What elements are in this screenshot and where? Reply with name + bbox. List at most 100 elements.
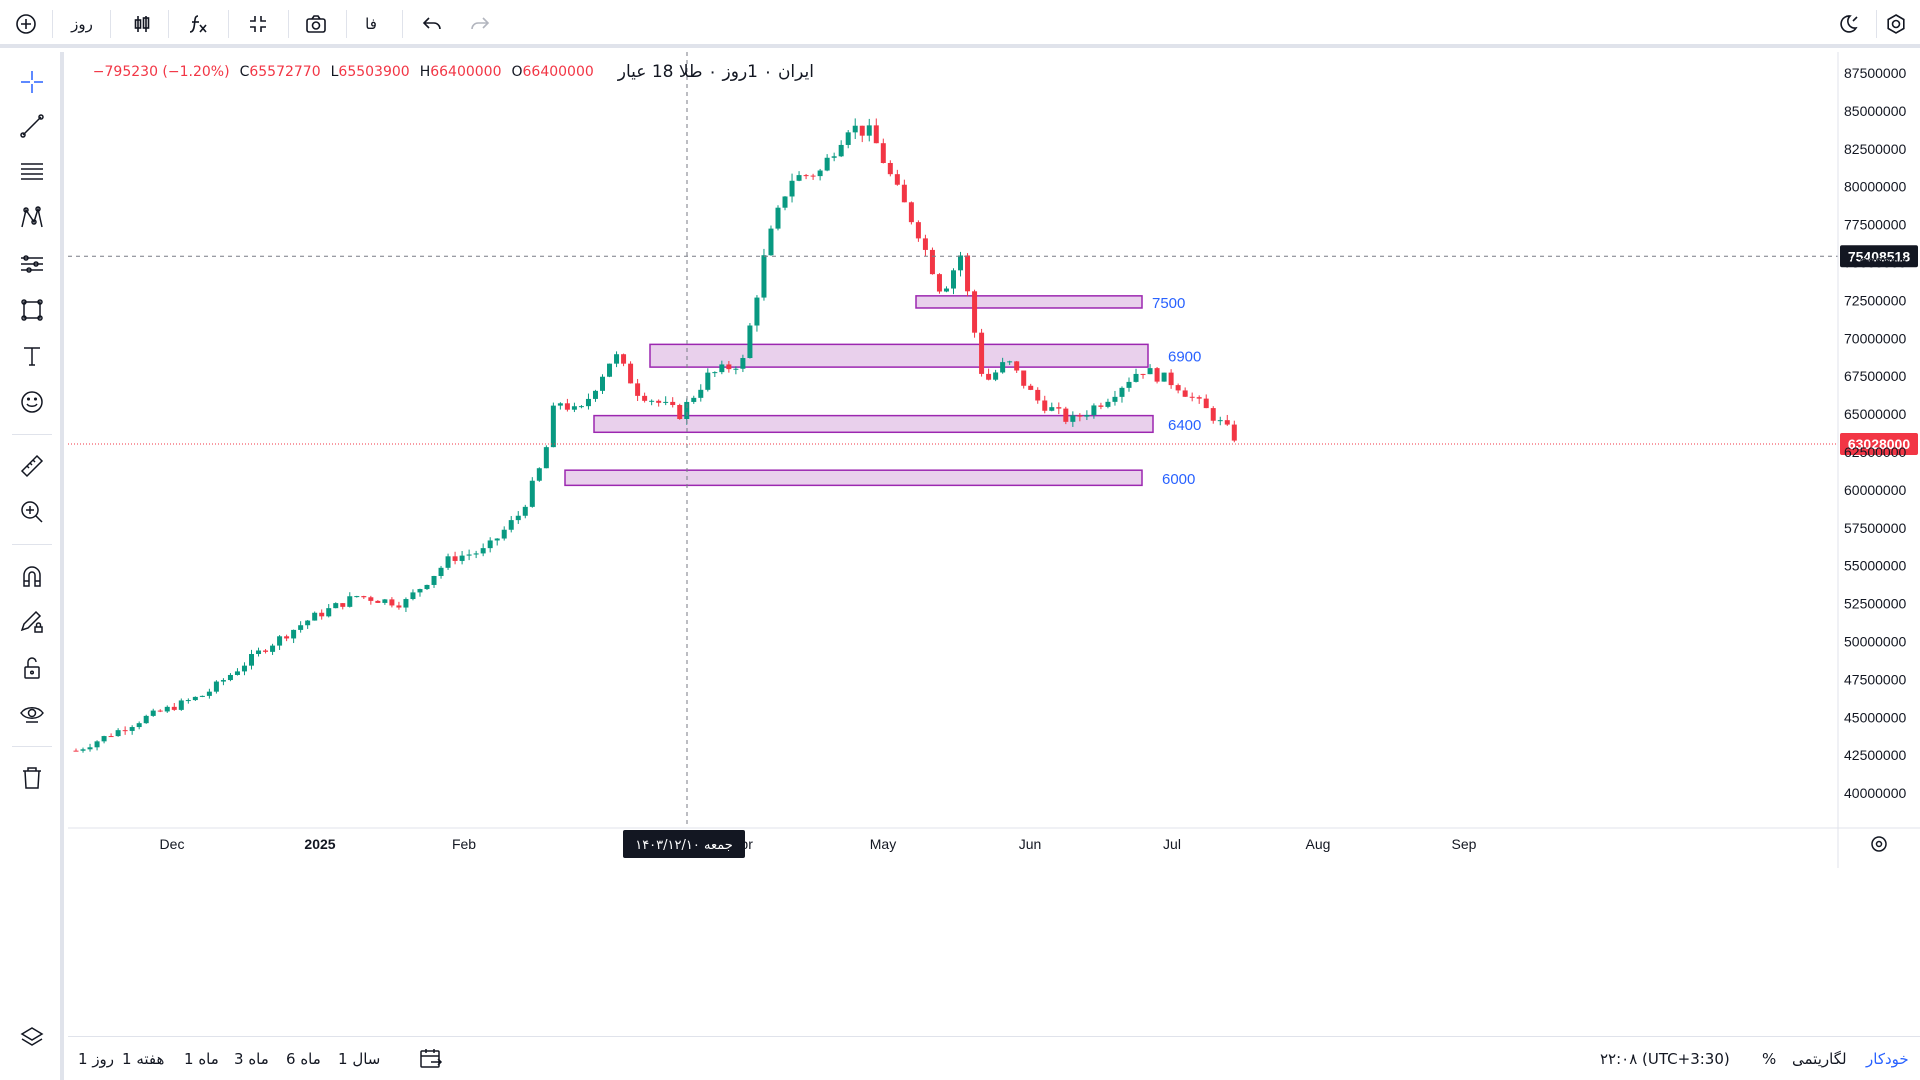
- legend-symbol[interactable]: ایران ۰ 1روز ۰ طلا 18 عیار: [617, 62, 814, 82]
- crosshair-tool[interactable]: [14, 64, 50, 100]
- range-3m[interactable]: 3 ماه: [234, 1050, 269, 1068]
- last-price-bg: [1840, 432, 1918, 455]
- trend-line-tool[interactable]: [14, 108, 50, 144]
- candle-body: [951, 270, 956, 289]
- timezone-label[interactable]: ۲۲:۰۸ (UTC+3:30): [1600, 1050, 1730, 1068]
- camera-icon: [306, 15, 326, 33]
- interval-button[interactable]: روز: [71, 15, 93, 33]
- auto-scale-toggle[interactable]: خودکار: [1866, 1050, 1909, 1068]
- candle-body: [459, 555, 465, 561]
- add-symbol-button[interactable]: [8, 6, 44, 42]
- candle-body: [782, 196, 788, 208]
- candle-body: [171, 706, 177, 710]
- object-tree-button[interactable]: [14, 1020, 50, 1056]
- price-chart[interactable]: 7500 6900 6400 6000 75408518 جمعه ۱۴۰۳/۱۲/۱۰…: [68, 52, 1920, 996]
- candle-body: [929, 249, 935, 275]
- candle-body: [831, 156, 837, 158]
- candle-body: [1147, 368, 1153, 375]
- drawing-zones[interactable]: 7500 6900 6400 6000: [564, 295, 1201, 488]
- candle-body: [600, 376, 605, 391]
- shape-tool[interactable]: [14, 292, 50, 328]
- range-1m[interactable]: 1 ماه: [184, 1050, 219, 1068]
- range-1y[interactable]: 1 سال: [338, 1050, 381, 1068]
- candle-body: [277, 636, 283, 646]
- chart-type-button[interactable]: [124, 6, 160, 42]
- text-icon: [24, 347, 40, 366]
- candle-body: [894, 174, 900, 185]
- magnet-icon: [23, 566, 41, 587]
- layers-icon: [20, 1027, 44, 1046]
- candle-body: [192, 696, 198, 701]
- candle-body: [1140, 373, 1146, 375]
- candle-body: [382, 599, 388, 603]
- time-tick-label: May: [870, 836, 896, 852]
- candle-body: [817, 170, 823, 177]
- forecast-tool[interactable]: [14, 246, 50, 282]
- chart-pane[interactable]: 7500 6900 6400 6000 75408518 جمعه ۱۴۰۳/۱۲/۱۰…: [68, 52, 1920, 996]
- candle-body: [754, 297, 760, 326]
- log-toggle[interactable]: لگاریتمی: [1792, 1050, 1847, 1068]
- pattern-tool[interactable]: [14, 200, 50, 236]
- range-6m[interactable]: 6 ماه: [286, 1050, 321, 1068]
- candle-body: [733, 368, 739, 370]
- fullscreen-button[interactable]: [240, 6, 276, 42]
- candle-body: [101, 736, 107, 742]
- snapshot-button[interactable]: [298, 6, 334, 42]
- candle-body: [824, 157, 830, 171]
- delete-tool[interactable]: [14, 760, 50, 796]
- redo-button[interactable]: [462, 6, 498, 42]
- axes[interactable]: 87500000 85000000 82500000 80000000 77500000…: [68, 52, 1920, 868]
- candle-body: [256, 650, 262, 655]
- fx-icon: [189, 15, 207, 33]
- indicators-button[interactable]: [180, 6, 216, 42]
- candle-body: [670, 401, 676, 406]
- language-button[interactable]: فا: [365, 15, 377, 33]
- pattern-icon: [21, 206, 43, 228]
- candle-body: [487, 540, 493, 549]
- candle-body: [684, 401, 690, 419]
- price-tick-label: 72500000: [1844, 292, 1907, 308]
- magnet-tool[interactable]: [14, 558, 50, 594]
- fib-tool[interactable]: [14, 154, 50, 190]
- crosshair-date-bg: [623, 830, 745, 858]
- candle-body: [452, 556, 458, 561]
- candle-body: [1168, 372, 1174, 386]
- measure-tool[interactable]: [14, 448, 50, 484]
- theme-toggle-button[interactable]: [1830, 6, 1866, 42]
- bottom-toolbar: 1 روز 1 هفته 1 ماه 3 ماه 6 ماه 1 سال ۲۲:…: [68, 1036, 1920, 1080]
- candle-body: [1217, 420, 1223, 422]
- range-1w[interactable]: 1 هفته: [122, 1050, 165, 1068]
- settings-button[interactable]: [1878, 6, 1914, 42]
- price-tick-label: 62500000: [1844, 444, 1907, 460]
- candle-body: [115, 730, 121, 737]
- lock-tool[interactable]: [14, 650, 50, 686]
- price-tick-label: 85000000: [1844, 103, 1907, 119]
- candle-body: [677, 405, 683, 419]
- candle-body: [564, 403, 570, 410]
- hide-tool[interactable]: [14, 696, 50, 732]
- price-tick-label: 50000000: [1844, 634, 1907, 650]
- percent-toggle[interactable]: %: [1762, 1050, 1777, 1068]
- ruler-icon: [20, 454, 44, 478]
- stay-drawing-tool[interactable]: [14, 604, 50, 640]
- undo-button[interactable]: [414, 6, 450, 42]
- candle-body: [1175, 385, 1181, 391]
- time-tick-label: Dec: [160, 836, 185, 852]
- candle-body: [129, 727, 135, 731]
- trash-icon: [23, 767, 41, 789]
- candle-body: [1119, 387, 1125, 397]
- emoji-tool[interactable]: [14, 384, 50, 420]
- pencil-lock-icon: [20, 610, 43, 633]
- time-tick-label: Jul: [1163, 836, 1181, 852]
- candle-body: [761, 255, 767, 298]
- zoom-tool[interactable]: [14, 494, 50, 530]
- axis-settings-icon: [1871, 836, 1887, 852]
- range-1d[interactable]: 1 روز: [78, 1050, 115, 1068]
- candle-body: [466, 554, 472, 556]
- candle-body: [80, 749, 86, 751]
- candle-body: [403, 599, 409, 608]
- text-tool[interactable]: [14, 338, 50, 374]
- goto-date-button[interactable]: [418, 1047, 444, 1071]
- candle-body: [501, 529, 507, 539]
- candle-body: [698, 389, 704, 398]
